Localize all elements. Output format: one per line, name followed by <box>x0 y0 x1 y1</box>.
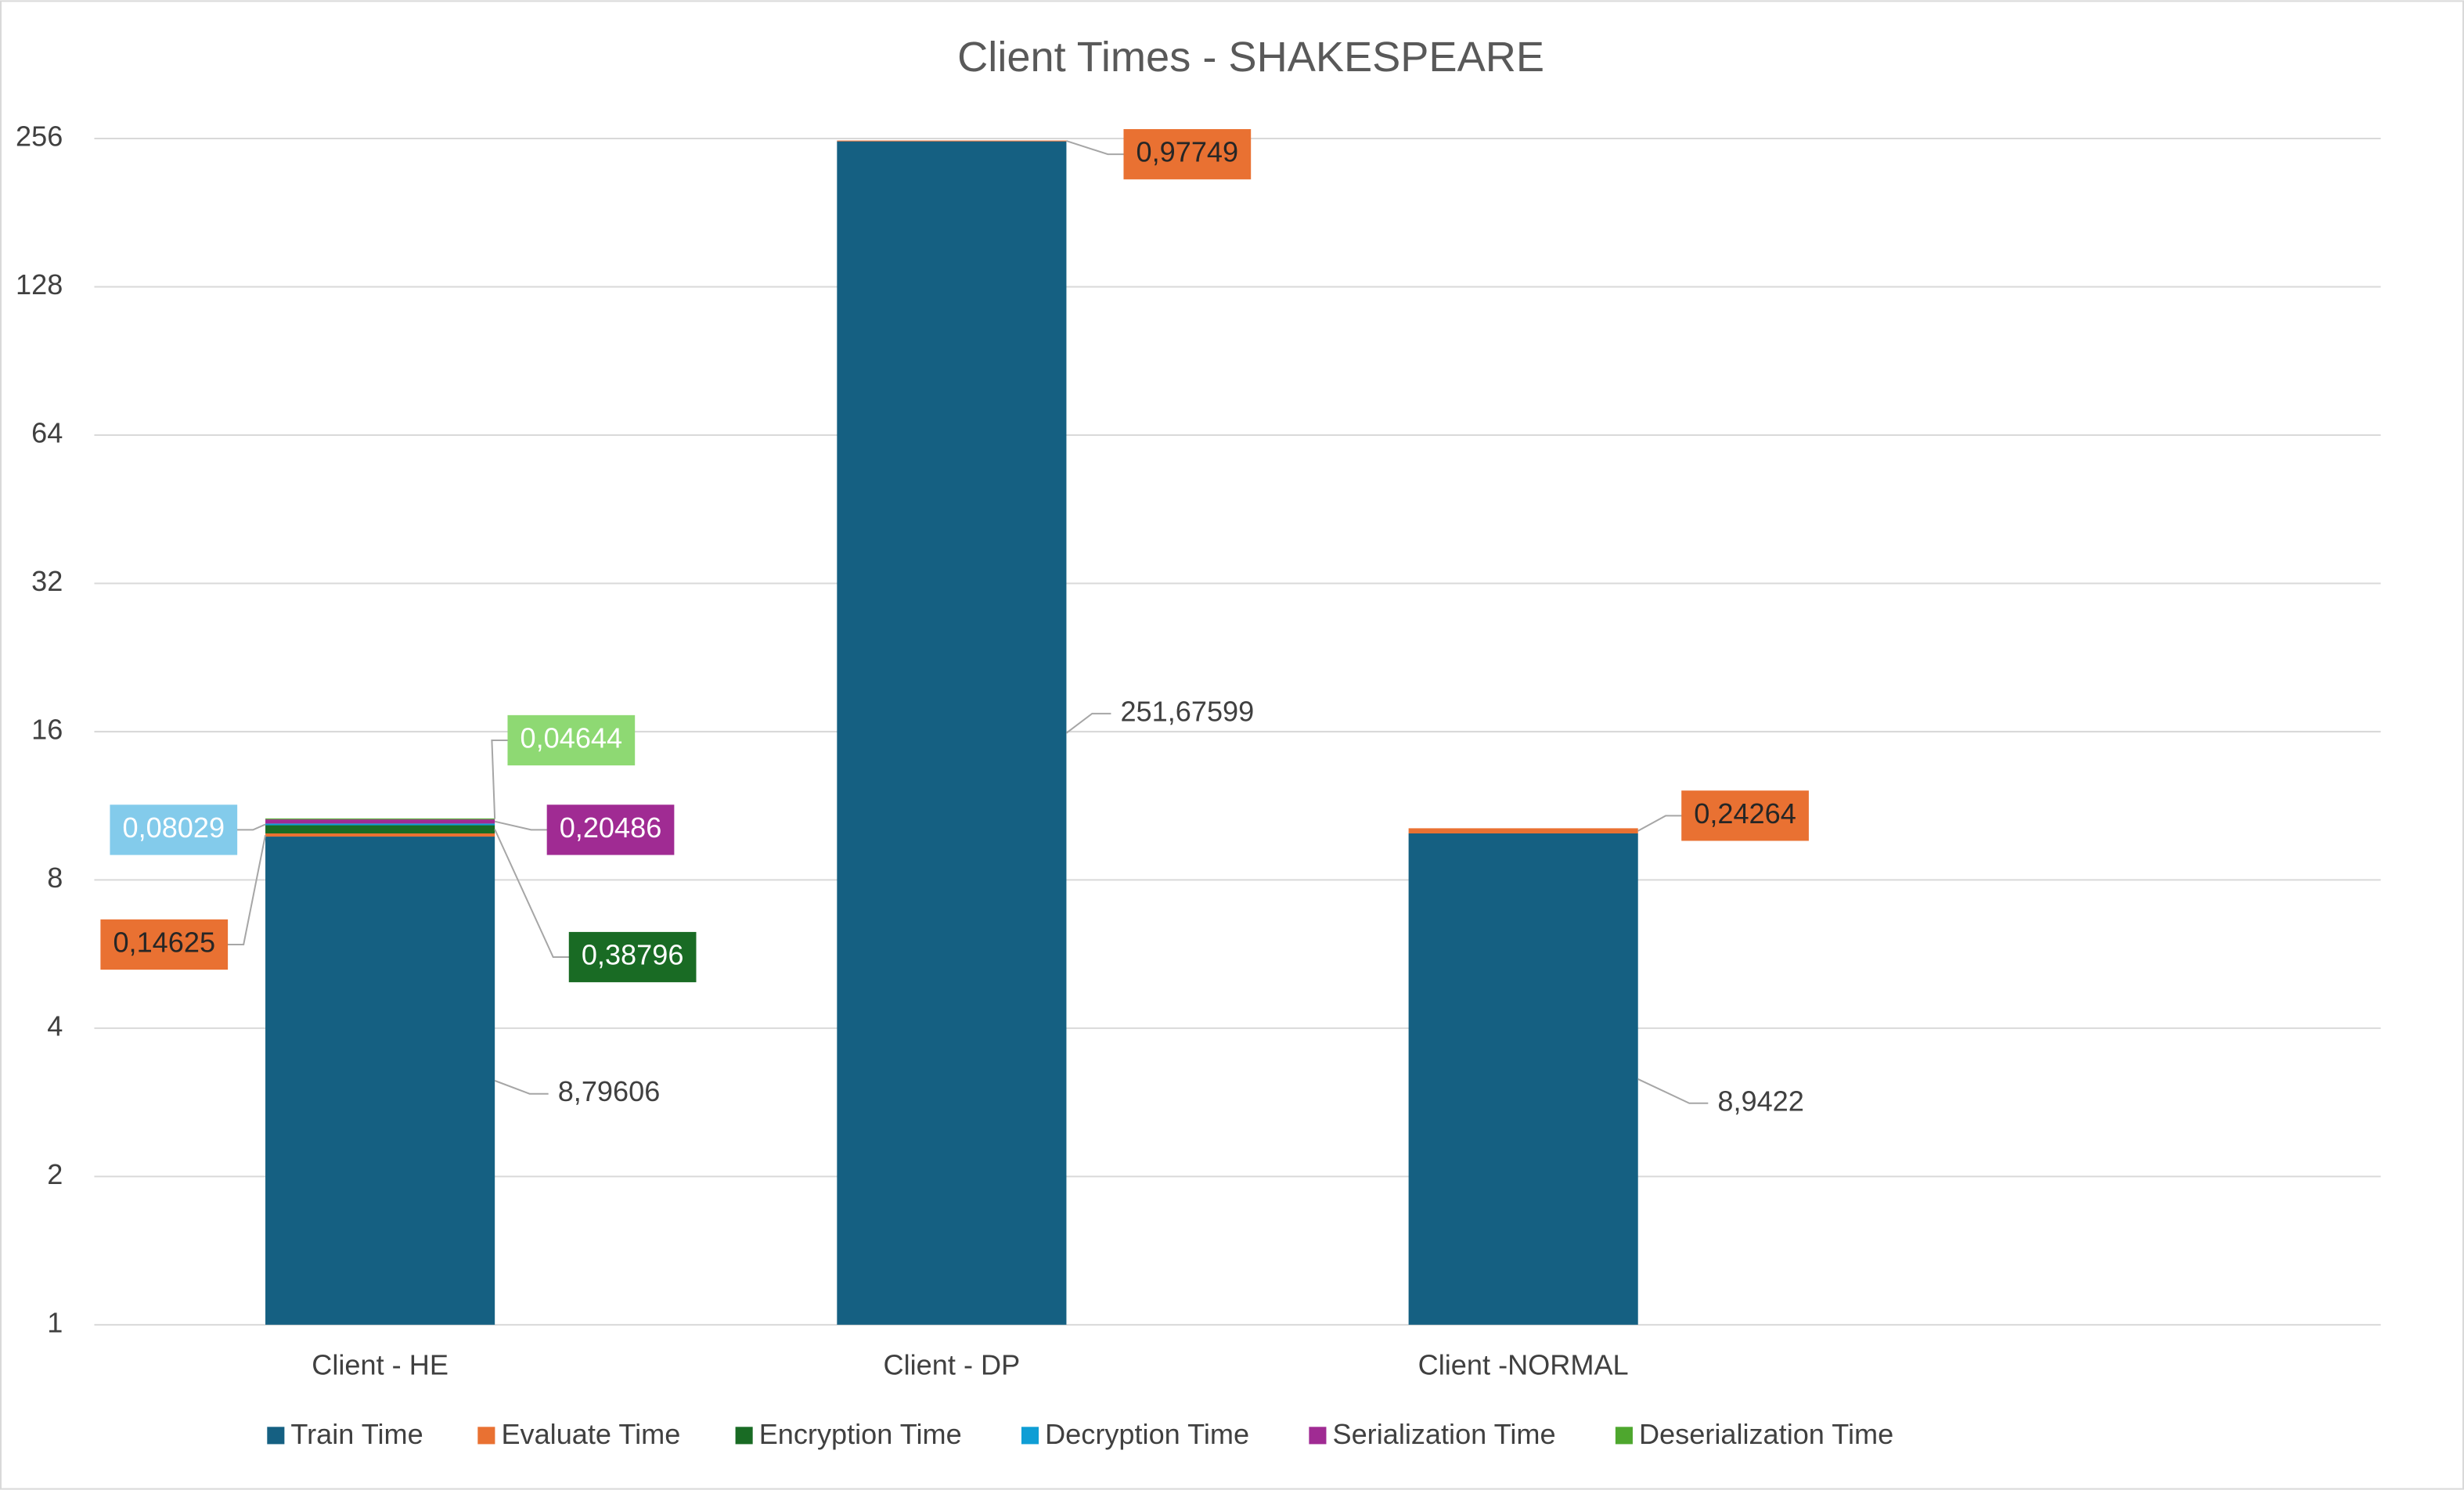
data-label: 0,14625 <box>113 927 215 959</box>
leader-line <box>494 829 572 959</box>
data-label: 0,38796 <box>582 939 684 971</box>
leader-line <box>491 739 511 819</box>
data-label-box <box>110 804 238 855</box>
bar-segment <box>265 819 495 824</box>
bar-segment <box>265 825 495 833</box>
data-label-box <box>546 804 675 855</box>
bar-segment <box>837 140 1067 142</box>
data-label: 8,9422 <box>1717 1085 1804 1117</box>
data-label: 8,79606 <box>558 1075 661 1107</box>
data-label: 0,97749 <box>1137 136 1239 168</box>
x-tick-label: Client - DP <box>884 1349 1021 1381</box>
legend-swatch <box>1309 1427 1327 1445</box>
legend-label: Train Time <box>290 1418 423 1450</box>
leader-line <box>225 834 267 945</box>
data-label: 0,24264 <box>1694 797 1796 830</box>
legend-label: Decryption Time <box>1045 1418 1249 1450</box>
legend-swatch <box>1021 1427 1039 1445</box>
data-labels: 8,79606 251,67599 8,9422 0,14625 0,97749 0,24… <box>100 129 1809 1117</box>
legend-label: Encryption Time <box>759 1418 962 1450</box>
legend-label: Evaluate Time <box>501 1418 680 1450</box>
y-tick-label: 64 <box>31 417 63 449</box>
leader-line <box>1637 815 1685 832</box>
bar-segment <box>265 837 495 1325</box>
data-label-box <box>1681 790 1809 841</box>
data-label-box <box>100 919 229 970</box>
y-tick-label: 32 <box>31 565 63 597</box>
y-tick-label: 4 <box>47 1010 63 1042</box>
y-tick-label: 128 <box>16 268 63 301</box>
x-tick-label: Client - HE <box>312 1349 448 1381</box>
legend-label: Serialization Time <box>1332 1418 1555 1450</box>
data-label: 0,08029 <box>123 812 225 844</box>
data-label: 251,67599 <box>1120 695 1254 727</box>
bar-segment <box>265 823 495 826</box>
data-label-box <box>1123 129 1252 180</box>
x-tick-label: Client -NORMAL <box>1418 1349 1629 1381</box>
data-label: 0,04644 <box>521 722 623 754</box>
y-tick-label: 256 <box>16 121 63 153</box>
legend-swatch <box>735 1427 753 1445</box>
data-label-box <box>507 714 636 766</box>
leader-line <box>494 820 550 831</box>
leader-line <box>1637 1078 1709 1104</box>
bar-segment <box>1408 833 1638 1325</box>
leader-line <box>234 823 266 831</box>
data-label-box <box>568 931 697 983</box>
leader-line <box>494 1079 549 1095</box>
bar-segment <box>837 141 1067 1325</box>
leader-line <box>1066 140 1127 156</box>
y-tick-label: 16 <box>31 713 63 745</box>
legend-swatch <box>477 1427 495 1445</box>
legend-swatch <box>267 1427 285 1445</box>
legend-swatch <box>1615 1427 1633 1445</box>
bar-segment <box>265 833 495 837</box>
y-tick-label: 8 <box>47 862 63 894</box>
chart-title: Client Times - SHAKESPEARE <box>957 34 1544 81</box>
y-tick-label: 2 <box>47 1158 63 1190</box>
leader-line <box>1065 712 1111 734</box>
legend-label: Deserialization Time <box>1639 1418 1893 1450</box>
bar-segment <box>1408 828 1638 833</box>
data-label: 0,20486 <box>560 812 662 844</box>
y-tick-label: 1 <box>47 1306 63 1338</box>
